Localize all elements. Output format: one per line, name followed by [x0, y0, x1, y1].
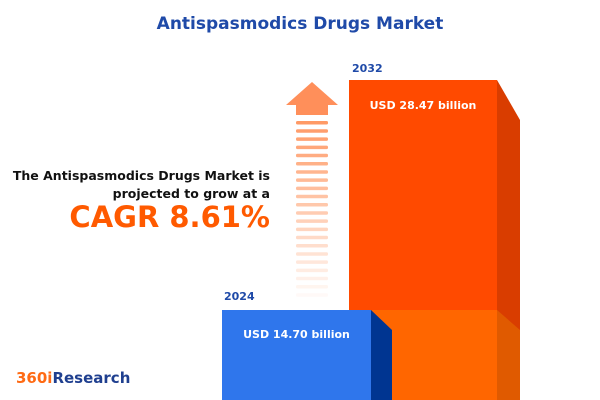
- arrow-stripe: [296, 293, 328, 297]
- logo-part2: Research: [52, 369, 131, 387]
- arrow-stripe: [296, 186, 328, 191]
- value-label-2032: USD 28.47 billion: [369, 99, 477, 112]
- arrow-stripe: [296, 260, 328, 264]
- logo: 360iResearch: [16, 369, 130, 387]
- arrow-stripe: [296, 178, 328, 182]
- arrow-stripe: [296, 162, 328, 166]
- year-label-2032: 2032: [352, 62, 383, 75]
- arrow-stripe: [296, 145, 328, 150]
- arrow-stripe: [296, 170, 328, 174]
- arrow-stripe: [296, 194, 328, 199]
- arrow-stripe: [296, 129, 328, 133]
- arrow-stripe: [296, 203, 328, 207]
- arrow-stripe: [296, 153, 328, 158]
- bar-2024: [222, 310, 371, 400]
- arrow-stripe: [296, 219, 328, 223]
- page-title: Antispasmodics Drugs Market: [156, 14, 444, 34]
- bar-2024-side: [371, 310, 392, 400]
- arrow-stripe: [296, 121, 328, 125]
- lead-text-line2: projected to grow at a: [112, 186, 270, 201]
- arrow-stripe: [296, 268, 328, 273]
- arrow-stripe: [296, 137, 328, 141]
- cagr-value: CAGR 8.61%: [69, 200, 270, 234]
- arrow-stripe: [296, 211, 328, 215]
- lead-text-line1: The Antispasmodics Drugs Market is: [12, 168, 270, 183]
- arrow-stripe: [296, 252, 328, 256]
- logo-part1: 360i: [16, 369, 53, 387]
- growth-arrow-icon: [286, 82, 338, 297]
- arrow-stripe: [296, 235, 328, 240]
- year-label-2024: 2024: [224, 290, 255, 303]
- arrow-stripe: [296, 244, 328, 248]
- arrow-stripe: [296, 285, 328, 289]
- arrow-stripe: [296, 227, 328, 232]
- bar-2032-lower-side: [497, 310, 520, 400]
- arrow-stripe: [296, 276, 328, 281]
- arrow-head: [286, 82, 338, 115]
- value-label-2024: USD 14.70 billion: [243, 328, 350, 341]
